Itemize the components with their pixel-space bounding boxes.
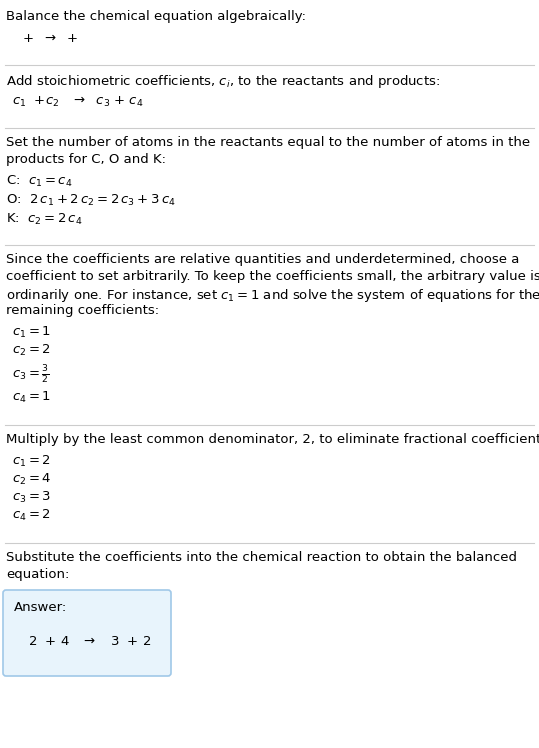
Text: O:  $2\,c_1 + 2\,c_2 = 2\,c_3 + 3\,c_4$: O: $2\,c_1 + 2\,c_2 = 2\,c_3 + 3\,c_4$ [6,193,176,208]
Text: $c_4 = 1$: $c_4 = 1$ [12,390,51,405]
Text: K:  $c_2 = 2\,c_4$: K: $c_2 = 2\,c_4$ [6,212,82,227]
Text: equation:: equation: [6,568,70,581]
Text: 2  + 4   $\rightarrow$   3  + 2: 2 + 4 $\rightarrow$ 3 + 2 [28,635,151,648]
Text: Since the coefficients are relative quantities and underdetermined, choose a: Since the coefficients are relative quan… [6,253,520,266]
Text: products for C, O and K:: products for C, O and K: [6,153,166,166]
Text: coefficient to set arbitrarily. To keep the coefficients small, the arbitrary va: coefficient to set arbitrarily. To keep … [6,270,539,283]
Text: ordinarily one. For instance, set $c_1 = 1$ and solve the system of equations fo: ordinarily one. For instance, set $c_1 =… [6,287,539,304]
Text: Balance the chemical equation algebraically:: Balance the chemical equation algebraica… [6,10,306,23]
Text: $c_1 = 2$: $c_1 = 2$ [12,454,51,469]
Text: $c_1 = 1$: $c_1 = 1$ [12,325,51,340]
Text: Answer:: Answer: [14,601,67,614]
FancyBboxPatch shape [3,590,171,676]
Text: $c_4 = 2$: $c_4 = 2$ [12,508,51,523]
Text: $c_3 = \frac{3}{2}$: $c_3 = \frac{3}{2}$ [12,364,50,386]
Text: Add stoichiometric coefficients, $c_i$, to the reactants and products:: Add stoichiometric coefficients, $c_i$, … [6,73,440,90]
Text: $c_2 = 2$: $c_2 = 2$ [12,343,51,358]
Text: $c_1$  +$c_2$   $\rightarrow$  $c_3$ + $c_4$: $c_1$ +$c_2$ $\rightarrow$ $c_3$ + $c_4$ [12,95,143,109]
Text: Substitute the coefficients into the chemical reaction to obtain the balanced: Substitute the coefficients into the che… [6,551,517,564]
Text: $c_3 = 3$: $c_3 = 3$ [12,490,51,505]
Text: Multiply by the least common denominator, 2, to eliminate fractional coefficient: Multiply by the least common denominator… [6,433,539,446]
Text: C:  $c_1 = c_4$: C: $c_1 = c_4$ [6,174,73,189]
Text: remaining coefficients:: remaining coefficients: [6,304,159,317]
Text: Set the number of atoms in the reactants equal to the number of atoms in the: Set the number of atoms in the reactants… [6,136,530,149]
Text: $c_2 = 4$: $c_2 = 4$ [12,472,51,487]
Text: +  $\rightarrow$  +: + $\rightarrow$ + [18,32,80,45]
